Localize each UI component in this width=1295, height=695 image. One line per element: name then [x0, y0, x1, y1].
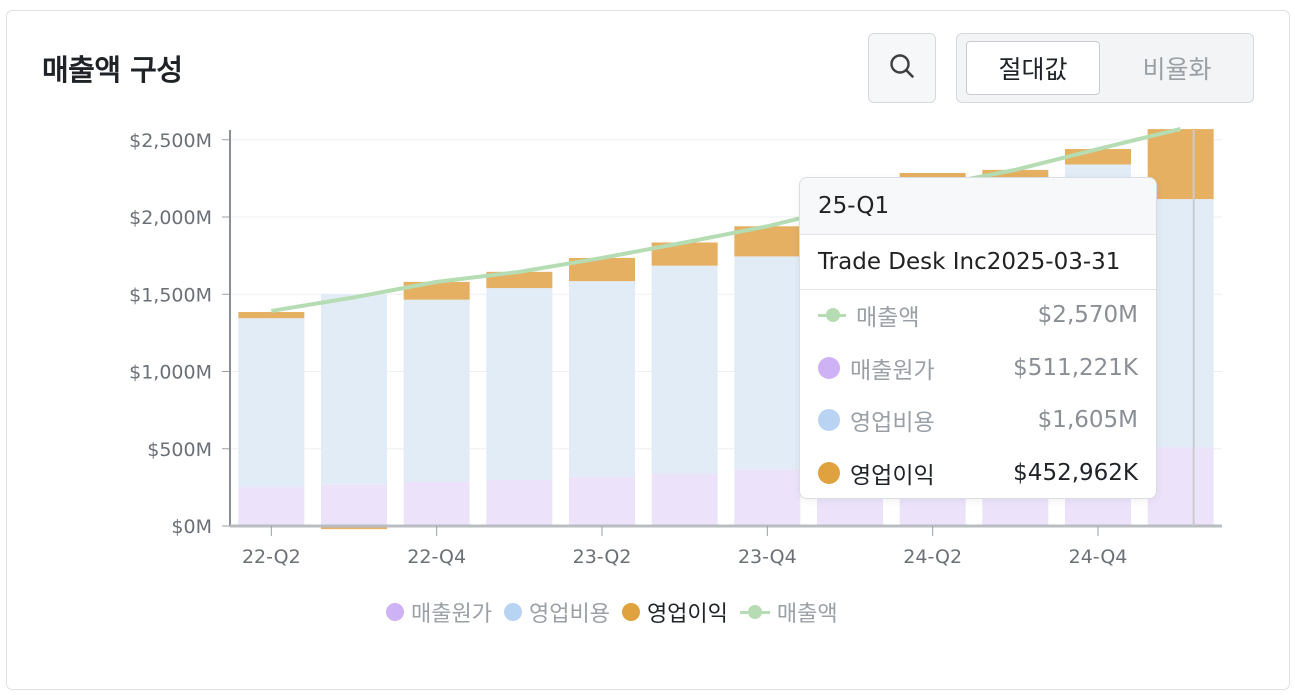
bar-cost — [238, 486, 305, 526]
x-tick-label: 23-Q4 — [738, 546, 797, 568]
bar-opinc — [569, 257, 635, 282]
cost-dot — [818, 357, 840, 379]
chart-legend: 매출원가 영업비용 영업이익 매출액 — [386, 596, 850, 628]
y-tick-label: $2,500M — [129, 130, 212, 152]
bar-opex — [321, 294, 387, 485]
bar-opinc — [982, 169, 1049, 180]
legend-item-revenue[interactable]: 매출액 — [739, 596, 838, 628]
tooltip-company: Trade Desk Inc2025-03-31 — [800, 235, 1156, 290]
bar-opex — [651, 265, 718, 474]
ratio-button[interactable]: 비율화 — [1142, 55, 1212, 84]
tooltip-row-opinc: 영업이익 $452,962K — [818, 453, 1138, 493]
legend-dot-opex — [503, 603, 522, 621]
legend-label: 매출액 — [776, 602, 838, 627]
bar-opex — [569, 281, 635, 477]
y-tick-label: $2,000M — [129, 207, 212, 229]
legend-dot-cost — [386, 603, 404, 621]
bar-opinc — [651, 242, 718, 266]
x-tick-label: 24-Q2 — [903, 546, 962, 568]
absolute-value-button[interactable]: 절대값 — [966, 41, 1100, 95]
y-tick-label: $1,000M — [129, 362, 212, 384]
revenue-line-marker — [818, 306, 846, 324]
legend-item-cost[interactable]: 매출원가 — [386, 596, 492, 628]
tooltip-row-opex: 영업비용 $1,605M — [818, 400, 1138, 440]
tooltip-value: $2,570M — [1037, 302, 1138, 328]
bar-cost — [569, 476, 635, 526]
revenue-line — [271, 126, 1182, 313]
legend-item-opinc[interactable]: 영업이익 — [621, 596, 728, 628]
y-tick-label: $500M — [147, 439, 212, 461]
tooltip-row-revenue: 매출액 $2,570M — [818, 295, 1138, 335]
bar-opex — [403, 299, 470, 482]
opex-dot — [818, 409, 840, 431]
tooltip-value: $1,605M — [1037, 407, 1138, 433]
bar-cost — [1147, 447, 1214, 526]
legend-dot-opinc — [621, 603, 640, 621]
x-tick-label: 24-Q4 — [1069, 546, 1128, 568]
tooltip-label: 영업이익 — [850, 463, 935, 489]
tooltip-period: 25-Q1 — [800, 178, 1156, 235]
tooltip-label: 매출액 — [856, 305, 920, 331]
x-tick-label: 23-Q2 — [573, 546, 632, 568]
x-tick-label: 22-Q4 — [407, 546, 466, 568]
tooltip-value: $452,962K — [1013, 460, 1138, 486]
bar-cost — [486, 479, 553, 526]
bar-opinc — [238, 312, 305, 319]
legend-item-opex[interactable]: 영업비용 — [503, 596, 610, 628]
search-icon — [888, 52, 916, 84]
y-tick-label: $1,500M — [129, 284, 212, 306]
y-tick-label: $0M — [171, 516, 212, 538]
tooltip-row-cost: 매출원가 $511,221K — [818, 348, 1138, 388]
search-button[interactable] — [868, 33, 936, 103]
tooltip-label: 매출원가 — [850, 358, 935, 384]
x-tick-label: 22-Q2 — [242, 546, 301, 568]
bar-cost — [321, 484, 387, 526]
legend-label: 영업비용 — [528, 602, 610, 627]
page-title: 매출액 구성 — [42, 53, 183, 87]
opinc-dot — [818, 462, 840, 484]
legend-label: 영업이익 — [646, 602, 728, 627]
bar-opex — [1147, 199, 1214, 448]
bar-cost — [651, 473, 718, 526]
bar-cost — [403, 481, 470, 526]
chart-tooltip: 25-Q1 Trade Desk Inc2025-03-31 매출액 $2,57… — [799, 177, 1157, 499]
legend-line-revenue — [739, 603, 770, 621]
bar-opex — [238, 318, 305, 487]
bar-opinc — [1147, 129, 1214, 200]
bar-opex — [734, 256, 801, 470]
bar-opex — [486, 288, 553, 480]
tooltip-label: 영업비용 — [850, 410, 935, 436]
bar-cost — [734, 469, 801, 526]
bar-opinc — [486, 271, 553, 289]
tooltip-value: $511,221K — [1013, 355, 1138, 381]
bar-opinc — [321, 526, 387, 530]
view-mode-toggle: 절대값 비율화 — [956, 33, 1254, 103]
legend-label: 매출원가 — [411, 602, 492, 627]
